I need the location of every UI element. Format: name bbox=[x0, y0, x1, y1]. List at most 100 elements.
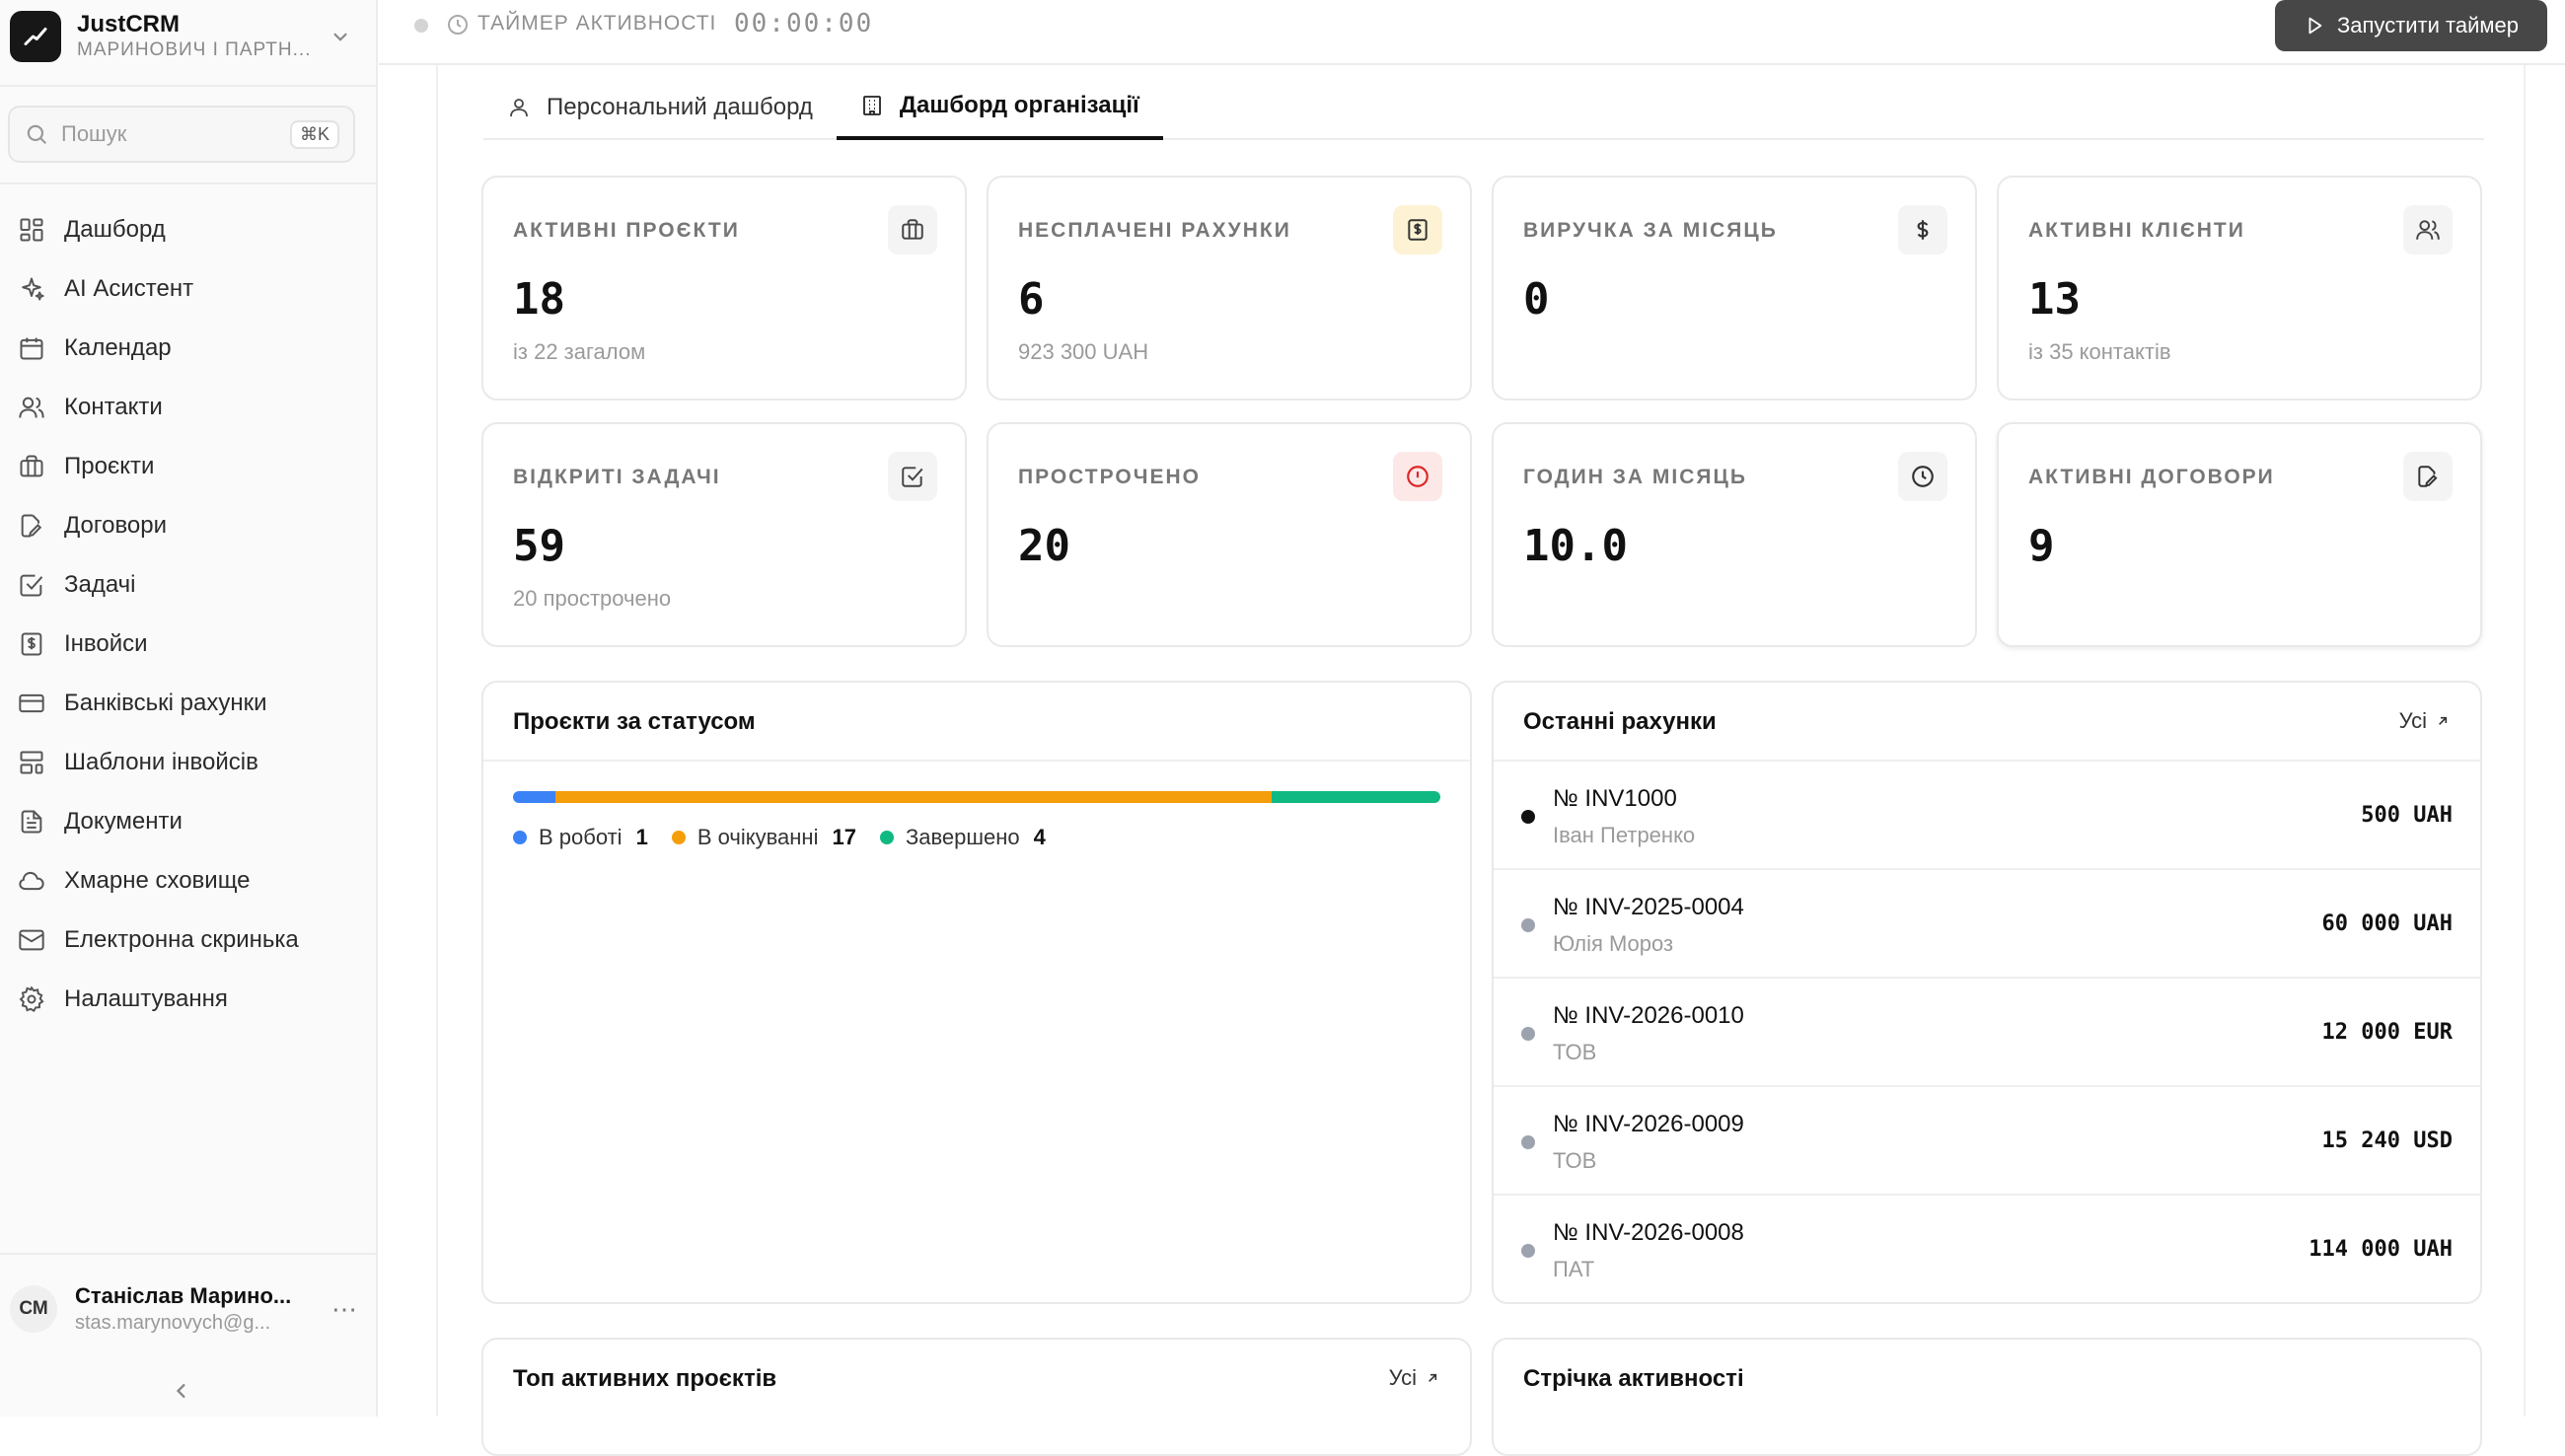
invoice-number: № INV1000 bbox=[1553, 785, 1677, 812]
sidebar-item-contacts[interactable]: Контакти bbox=[0, 378, 378, 437]
briefcase-icon bbox=[20, 455, 43, 477]
panel-title: Топ активних проєктів bbox=[513, 1365, 777, 1392]
kpi-card-active-clients[interactable]: АКТИВНІ КЛІЄНТИ 13 із 35 контактів bbox=[1997, 176, 2482, 400]
sidebar-nav: Дашборд AI Асистент Календар Контакти Пр… bbox=[0, 200, 378, 1029]
invoice-amount: 114 000 UAH bbox=[2308, 1237, 2453, 1262]
status-bar-segment bbox=[1272, 791, 1440, 803]
play-icon bbox=[2308, 17, 2322, 35]
panel-title: Стрічка активності bbox=[1523, 1365, 1744, 1392]
legend-item-completed: Завершено 4 bbox=[879, 825, 1046, 850]
sidebar-item-settings[interactable]: Налаштування bbox=[0, 970, 378, 1029]
kpi-card-open-tasks[interactable]: ВІДКРИТІ ЗАДАЧІ 59 20 прострочено bbox=[481, 422, 967, 647]
sidebar-item-ai-assistant[interactable]: AI Асистент bbox=[0, 259, 378, 319]
kpi-card-monthly-revenue[interactable]: ВИРУЧКА ЗА МІСЯЦЬ 0 bbox=[1492, 176, 1977, 400]
user-email: stas.marynovych@g... bbox=[75, 1312, 271, 1334]
invoice-row[interactable]: № INV1000 Іван Петренко 500 UAH bbox=[1494, 760, 2480, 868]
tab-organization-dashboard[interactable]: Дашборд організації bbox=[836, 75, 1163, 140]
sidebar-item-label: Проєкти bbox=[64, 453, 155, 479]
sidebar-item-tasks[interactable]: Задачі bbox=[0, 555, 378, 615]
sidebar-item-calendar[interactable]: Календар bbox=[0, 319, 378, 378]
invoice-row[interactable]: № INV-2025-0004 Юлія Мороз 60 000 UAH bbox=[1494, 868, 2480, 977]
invoice-number: № INV-2026-0009 bbox=[1553, 1111, 1744, 1137]
sidebar-item-label: Інвойси bbox=[64, 630, 148, 657]
panel-title: Проєкти за статусом bbox=[513, 708, 756, 735]
search-input[interactable]: Пошук ⌘K bbox=[8, 106, 355, 163]
organization-name: МАРИНОВИЧ І ПАРТН... bbox=[77, 39, 312, 60]
legend-item-in-progress: В роботі 1 bbox=[513, 825, 648, 850]
timer-value: 00:00:00 bbox=[734, 9, 874, 38]
kpi-title: НЕСПЛАЧЕНІ РАХУНКИ bbox=[1018, 219, 1291, 242]
user-menu[interactable]: СМ Станіслав Марино... stas.marynovych@g… bbox=[10, 1278, 365, 1340]
user-name: Станіслав Марино... bbox=[75, 1283, 292, 1308]
layout-template-icon bbox=[20, 751, 43, 774]
sidebar-item-label: Документи bbox=[64, 808, 183, 835]
sidebar-item-label: Календар bbox=[64, 334, 172, 361]
sidebar-item-projects[interactable]: Проєкти bbox=[0, 437, 378, 496]
invoice-row[interactable]: № INV-2026-0009 ТОВ 15 240 USD bbox=[1494, 1085, 2480, 1194]
collapse-sidebar-icon[interactable] bbox=[168, 1377, 195, 1405]
legend-count: 1 bbox=[635, 825, 648, 849]
legend-dot bbox=[513, 831, 527, 844]
invoice-status-dot bbox=[1521, 810, 1535, 824]
kpi-card-active-contracts[interactable]: АКТИВНІ ДОГОВОРИ 9 bbox=[1997, 422, 2482, 647]
sidebar-item-invoice-templates[interactable]: Шаблони інвойсів bbox=[0, 733, 378, 792]
search-placeholder: Пошук bbox=[61, 121, 127, 146]
kpi-title: АКТИВНІ ПРОЄКТИ bbox=[513, 219, 740, 242]
invoice-amount: 12 000 EUR bbox=[2321, 1020, 2453, 1045]
topbar: ТАЙМЕР АКТИВНОСТІ 00:00:00 Запустити тай… bbox=[379, 0, 2565, 65]
sidebar-item-label: Хмарне сховище bbox=[64, 867, 251, 894]
receipt-icon bbox=[1393, 205, 1442, 255]
kpi-card-monthly-hours[interactable]: ГОДИН ЗА МІСЯЦЬ 10.0 bbox=[1492, 422, 1977, 647]
legend-label: В роботі bbox=[539, 825, 623, 849]
kpi-title: АКТИВНІ ДОГОВОРИ bbox=[2028, 466, 2275, 488]
file-edit-icon bbox=[2403, 452, 2453, 501]
kpi-subtext: із 35 контактів bbox=[2028, 339, 2171, 364]
status-bar-segment bbox=[513, 791, 555, 803]
legend-dot bbox=[879, 831, 894, 844]
sidebar-item-dashboard[interactable]: Дашборд bbox=[0, 200, 378, 259]
credit-card-icon bbox=[19, 693, 44, 713]
tab-personal-dashboard[interactable]: Персональний дашборд bbox=[483, 75, 837, 140]
invoice-row[interactable]: № INV-2026-0010 ТОВ 12 000 EUR bbox=[1494, 977, 2480, 1085]
gear-icon bbox=[19, 985, 44, 1013]
activity-feed-panel: Стрічка активності bbox=[1492, 1338, 2482, 1456]
kpi-card-unpaid-invoices[interactable]: НЕСПЛАЧЕНІ РАХУНКИ 6 923 300 UAH bbox=[987, 176, 1472, 400]
clock-icon bbox=[1898, 452, 1947, 501]
view-all-projects-link[interactable]: Усі bbox=[1389, 1365, 1440, 1391]
sidebar-item-invoices[interactable]: Інвойси bbox=[0, 615, 378, 674]
start-timer-button[interactable]: Запустити таймер bbox=[2275, 0, 2547, 51]
sidebar-item-label: Налаштування bbox=[64, 985, 228, 1012]
panel-divider bbox=[483, 760, 1470, 762]
kpi-value: 59 bbox=[513, 521, 565, 571]
invoice-client: ТОВ bbox=[1553, 1040, 1597, 1064]
sidebar-item-contracts[interactable]: Договори bbox=[0, 496, 378, 555]
sidebar-item-bank-accounts[interactable]: Банківські рахунки bbox=[0, 674, 378, 733]
dollar-icon bbox=[1898, 205, 1947, 255]
invoice-row[interactable]: № INV-2026-0008 ПАТ 114 000 UAH bbox=[1494, 1194, 2480, 1302]
kpi-title: ВИРУЧКА ЗА МІСЯЦЬ bbox=[1523, 219, 1778, 242]
timer-label: ТАЙМЕР АКТИВНОСТІ bbox=[477, 12, 717, 35]
panel-title: Останні рахунки bbox=[1523, 708, 1717, 735]
invoice-client: Юлія Мороз bbox=[1553, 931, 1674, 956]
workspace-switcher[interactable]: JustCRM МАРИНОВИЧ І ПАРТН... bbox=[10, 10, 357, 63]
sidebar-item-cloud-storage[interactable]: Хмарне сховище bbox=[0, 851, 378, 910]
sidebar-item-documents[interactable]: Документи bbox=[0, 792, 378, 851]
arrow-up-right-icon bbox=[2439, 716, 2448, 725]
clock-icon bbox=[448, 15, 468, 35]
kpi-subtext: 20 прострочено bbox=[513, 586, 672, 611]
kpi-title: ГОДИН ЗА МІСЯЦЬ bbox=[1523, 466, 1747, 488]
invoice-number: № INV-2026-0008 bbox=[1553, 1219, 1744, 1246]
receipt-icon bbox=[21, 632, 42, 656]
sidebar-item-email[interactable]: Електронна скринька bbox=[0, 910, 378, 970]
more-options-icon[interactable]: ⋯ bbox=[331, 1293, 357, 1324]
alert-circle-icon bbox=[1393, 452, 1442, 501]
legend-count: 4 bbox=[1033, 825, 1046, 849]
kpi-card-active-projects[interactable]: АКТИВНІ ПРОЄКТИ 18 із 22 загалом bbox=[481, 176, 967, 400]
chevron-down-icon bbox=[333, 33, 347, 41]
view-all-invoices-link[interactable]: Усі bbox=[2399, 708, 2451, 734]
status-bar-segment bbox=[554, 791, 1273, 803]
kpi-card-overdue[interactable]: ПРОСТРОЧЕНО 20 bbox=[987, 422, 1472, 647]
invoice-status-dot bbox=[1521, 1027, 1535, 1041]
kpi-title: ВІДКРИТІ ЗАДАЧІ bbox=[513, 466, 721, 488]
sidebar-divider bbox=[0, 85, 378, 87]
